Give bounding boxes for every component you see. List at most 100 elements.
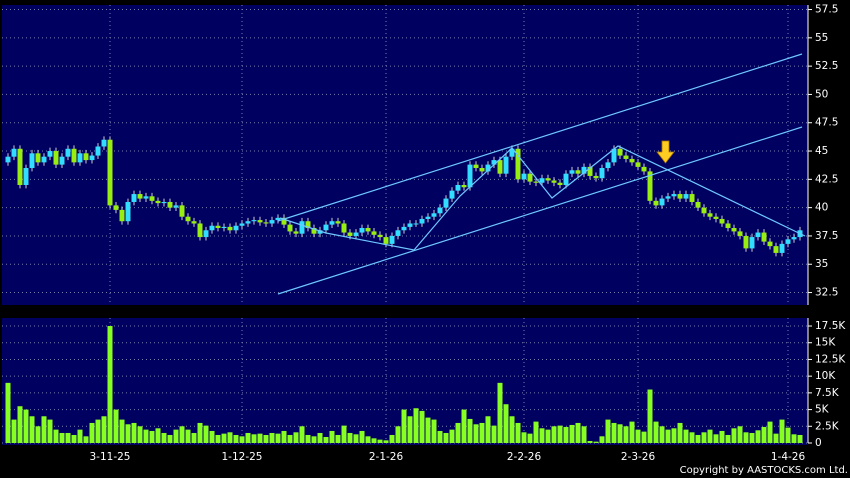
candle-body <box>167 201 173 208</box>
volume-bar <box>305 434 311 443</box>
volume-bar <box>245 432 251 443</box>
candle-body <box>551 180 557 183</box>
volume-bar <box>371 438 377 443</box>
volume-bar <box>665 429 671 443</box>
candle-body <box>209 225 215 231</box>
candle-body <box>653 200 659 206</box>
candle-body <box>509 148 515 157</box>
y-tick-label: 55 <box>815 32 828 44</box>
candle-body <box>119 209 125 222</box>
volume-bar <box>599 436 605 443</box>
candle-body <box>41 156 47 163</box>
candle-body <box>767 241 773 247</box>
candle-body <box>467 164 473 188</box>
candle-body <box>83 153 89 161</box>
candle-body <box>521 173 527 180</box>
volume-bar <box>101 416 107 443</box>
volume-bar <box>719 430 725 443</box>
candle-body <box>671 194 677 197</box>
candle-body <box>323 224 329 231</box>
candle-body <box>179 205 185 217</box>
candle-body <box>173 205 179 208</box>
candle-body <box>611 148 617 163</box>
volume-bar <box>29 416 35 443</box>
candle-body <box>425 216 431 219</box>
candle-body <box>89 155 95 161</box>
volume-bar <box>749 432 755 443</box>
candle-body <box>239 223 245 226</box>
x-tick-label: 2-1-26 <box>369 451 404 463</box>
candle-body <box>251 220 257 222</box>
volume-bar <box>287 434 293 443</box>
candle-body <box>533 181 539 183</box>
price-panel <box>2 5 808 305</box>
volume-bar <box>221 433 227 443</box>
candle-body <box>491 160 497 165</box>
candle-body <box>749 237 755 249</box>
volume-bar <box>329 430 335 443</box>
volume-bar <box>173 429 179 443</box>
candle-body <box>701 207 707 214</box>
y-tick-label: 17.5K <box>815 320 846 332</box>
candle-body <box>131 194 137 202</box>
candle-body <box>431 213 437 217</box>
candle-body <box>11 148 17 157</box>
volume-bar <box>119 419 125 443</box>
candle-body <box>341 223 347 233</box>
x-tick-label: 3-11-25 <box>90 451 131 463</box>
candle-body <box>485 164 491 172</box>
candle-body <box>545 178 551 181</box>
candle-body <box>557 182 563 185</box>
y-tick-label: 42.5 <box>815 173 838 185</box>
volume-bar <box>641 431 647 443</box>
volume-bar <box>755 430 761 443</box>
candle-body <box>677 194 683 199</box>
candle-body <box>215 225 221 229</box>
candle-body <box>743 235 749 249</box>
candle-body <box>59 156 65 165</box>
y-tick-label: 37.5 <box>815 230 838 242</box>
volume-bar <box>335 434 341 443</box>
candle-body <box>695 201 701 208</box>
volume-bar <box>11 419 17 443</box>
volume-bar <box>65 432 71 443</box>
candle-body <box>95 146 101 156</box>
volume-bar <box>407 416 413 443</box>
candle-body <box>17 148 23 185</box>
volume-bar <box>593 441 599 443</box>
volume-bar <box>455 422 461 443</box>
volume-bar <box>461 409 467 443</box>
volume-bar <box>185 429 191 443</box>
volume-bar <box>785 427 791 443</box>
y-tick-label: 32.5 <box>815 287 838 299</box>
x-tick-label: 1-4-26 <box>771 451 806 463</box>
volume-bar <box>497 382 503 443</box>
candle-body <box>473 164 479 169</box>
candle-body <box>47 151 53 157</box>
candle-body <box>593 175 599 179</box>
volume-bar <box>533 421 539 443</box>
volume-bar <box>761 426 767 443</box>
candle-body <box>227 226 233 231</box>
volume-bar <box>41 416 47 443</box>
volume-bar <box>161 432 167 443</box>
candle-body <box>221 226 227 229</box>
volume-bar <box>797 434 803 443</box>
candle-body <box>461 185 467 188</box>
candle-body <box>665 196 671 199</box>
candle-body <box>659 198 665 206</box>
candle-body <box>731 228 737 232</box>
candle-body <box>353 232 359 236</box>
candle-body <box>155 200 161 204</box>
volume-bar <box>659 426 665 443</box>
volume-bar <box>359 430 365 443</box>
candle-body <box>719 218 725 224</box>
candle-body <box>629 158 635 163</box>
volume-bar <box>515 422 521 443</box>
volume-bar <box>527 433 533 443</box>
candle-body <box>587 166 593 176</box>
candle-body <box>641 166 647 172</box>
candle-body <box>773 246 779 253</box>
volume-bar <box>107 326 113 443</box>
